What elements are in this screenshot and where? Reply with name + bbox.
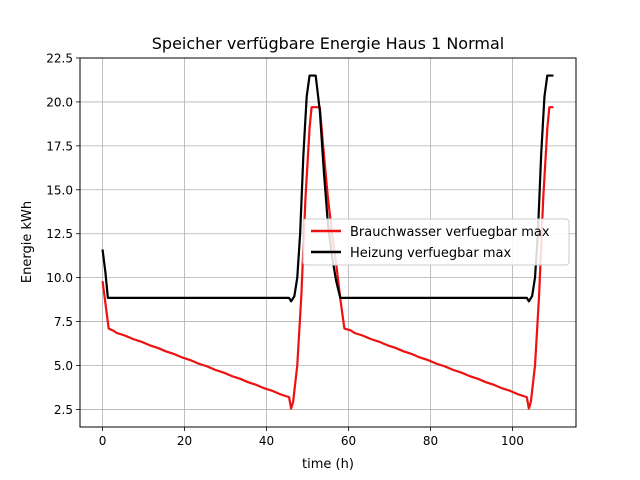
- x-tick-label: 80: [423, 434, 438, 448]
- y-axis-label: Energie kWh: [20, 201, 35, 283]
- y-tick-label: 5.0: [54, 359, 73, 373]
- legend-box: [302, 218, 570, 266]
- y-tick-label: 7.5: [54, 315, 73, 329]
- x-tick-label: 20: [177, 434, 192, 448]
- series-line-brauchwasser: [101, 106, 554, 410]
- plot-frame: [79, 57, 577, 428]
- y-tick-label: 2.5: [54, 403, 73, 417]
- y-tick-label: 10.0: [46, 271, 73, 285]
- y-tick-label: 17.5: [46, 139, 73, 153]
- y-tick-label: 12.5: [46, 227, 73, 241]
- y-tick-label: 20.0: [46, 95, 73, 109]
- chart-title: Speicher verfügbare Energie Haus 1 Norma…: [152, 34, 504, 53]
- y-tick-label: 22.5: [46, 52, 73, 66]
- x-tick-label: 40: [259, 434, 274, 448]
- x-axis: 0 20 40 60 80 100: [99, 427, 524, 448]
- x-tick-label: 0: [99, 434, 107, 448]
- y-axis: 2.5 5.0 7.5 10.0 12.5 15.0 17.5 20.0 22.5: [46, 52, 80, 417]
- legend-label-brauchwasser: Brauchwasser verfuegbar max: [350, 225, 550, 240]
- x-tick-label: 60: [341, 434, 356, 448]
- y-tick-label: 15.0: [46, 183, 73, 197]
- x-axis-label: time (h): [302, 457, 354, 472]
- legend: Brauchwasser verfuegbar max Heizung verf…: [302, 218, 570, 266]
- legend-label-heizung: Heizung verfuegbar max: [350, 246, 511, 261]
- x-tick-label: 100: [501, 434, 524, 448]
